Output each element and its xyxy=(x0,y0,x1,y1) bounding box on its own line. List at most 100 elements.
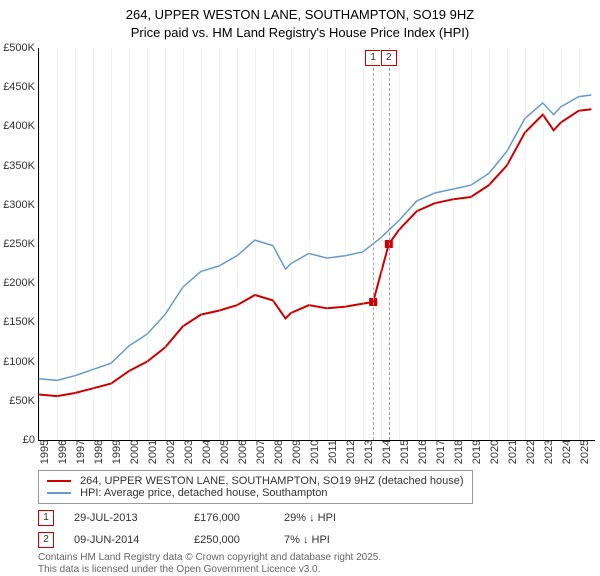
sale-marker-1: 1 xyxy=(38,510,54,526)
x-tick-label: 2018 xyxy=(453,440,465,464)
x-gridline xyxy=(543,48,544,440)
x-tick-label: 2006 xyxy=(237,440,249,464)
x-gridline xyxy=(579,48,580,440)
x-gridline xyxy=(255,48,256,440)
title-line-2: Price paid vs. HM Land Registry's House … xyxy=(131,25,469,40)
x-tick-label: 2023 xyxy=(543,440,555,464)
x-gridline xyxy=(435,48,436,440)
plot-svg xyxy=(39,48,595,440)
sale-vline xyxy=(373,48,374,440)
attribution-line-1: Contains HM Land Registry data © Crown c… xyxy=(38,552,381,563)
series-line xyxy=(39,95,591,380)
title-line-1: 264, UPPER WESTON LANE, SOUTHAMPTON, SO1… xyxy=(126,7,474,22)
y-tick-label: £100K xyxy=(1,356,35,368)
x-gridline xyxy=(165,48,166,440)
x-gridline xyxy=(561,48,562,440)
x-tick-label: 1995 xyxy=(39,440,51,464)
plot-area: £0£50K£100K£150K£200K£250K£300K£350K£400… xyxy=(38,48,595,441)
x-gridline xyxy=(399,48,400,440)
x-tick-label: 2021 xyxy=(507,440,519,464)
x-tick-label: 2005 xyxy=(219,440,231,464)
sale-price-2: £250,000 xyxy=(194,534,264,546)
x-tick-label: 2009 xyxy=(291,440,303,464)
x-gridline xyxy=(489,48,490,440)
x-gridline xyxy=(183,48,184,440)
x-gridline xyxy=(273,48,274,440)
y-tick-label: £500K xyxy=(1,42,35,54)
sale-marker-box: 2 xyxy=(381,50,397,66)
y-tick-label: £50K xyxy=(1,395,35,407)
x-gridline xyxy=(57,48,58,440)
x-tick-label: 2019 xyxy=(471,440,483,464)
chart-title: 264, UPPER WESTON LANE, SOUTHAMPTON, SO1… xyxy=(0,0,600,42)
legend-swatch-2 xyxy=(47,492,71,494)
x-tick-label: 2025 xyxy=(579,440,591,464)
sale-date-1: 29-JUL-2013 xyxy=(74,512,174,524)
x-gridline xyxy=(111,48,112,440)
x-tick-label: 2001 xyxy=(147,440,159,464)
x-gridline xyxy=(291,48,292,440)
x-tick-label: 2012 xyxy=(345,440,357,464)
legend-box: 264, UPPER WESTON LANE, SOUTHAMPTON, SO1… xyxy=(38,470,473,504)
x-gridline xyxy=(345,48,346,440)
x-gridline xyxy=(237,48,238,440)
x-tick-label: 1997 xyxy=(75,440,87,464)
x-gridline xyxy=(417,48,418,440)
x-tick-label: 2003 xyxy=(183,440,195,464)
x-tick-label: 1999 xyxy=(111,440,123,464)
x-gridline xyxy=(381,48,382,440)
legend-item-1: 264, UPPER WESTON LANE, SOUTHAMPTON, SO1… xyxy=(47,475,464,487)
y-tick-label: £350K xyxy=(1,160,35,172)
x-gridline xyxy=(309,48,310,440)
x-gridline xyxy=(219,48,220,440)
x-tick-label: 2024 xyxy=(561,440,573,464)
x-tick-label: 2007 xyxy=(255,440,267,464)
legend-item-2: HPI: Average price, detached house, Sout… xyxy=(47,487,464,499)
legend-label-2: HPI: Average price, detached house, Sout… xyxy=(80,487,327,499)
x-gridline xyxy=(327,48,328,440)
x-gridline xyxy=(453,48,454,440)
sale-pct-1: 29% ↓ HPI xyxy=(284,512,394,524)
attribution-line-2: This data is licensed under the Open Gov… xyxy=(38,564,320,575)
x-tick-label: 2020 xyxy=(489,440,501,464)
legend: 264, UPPER WESTON LANE, SOUTHAMPTON, SO1… xyxy=(38,470,594,576)
x-gridline xyxy=(39,48,40,440)
x-gridline xyxy=(75,48,76,440)
sale-row-1: 1 29-JUL-2013 £176,000 29% ↓ HPI xyxy=(38,510,594,526)
chart-container: 264, UPPER WESTON LANE, SOUTHAMPTON, SO1… xyxy=(0,0,600,560)
x-tick-label: 2016 xyxy=(417,440,429,464)
x-tick-label: 2002 xyxy=(165,440,177,464)
sale-price-1: £176,000 xyxy=(194,512,264,524)
x-tick-label: 1996 xyxy=(57,440,69,464)
x-tick-label: 2004 xyxy=(201,440,213,464)
x-gridline xyxy=(507,48,508,440)
attribution: Contains HM Land Registry data © Crown c… xyxy=(38,552,594,576)
x-gridline xyxy=(525,48,526,440)
sale-row-2: 2 09-JUN-2014 £250,000 7% ↓ HPI xyxy=(38,532,594,548)
x-tick-label: 2000 xyxy=(129,440,141,464)
x-gridline xyxy=(93,48,94,440)
legend-label-1: 264, UPPER WESTON LANE, SOUTHAMPTON, SO1… xyxy=(80,475,464,487)
legend-swatch-1 xyxy=(47,480,71,482)
x-gridline xyxy=(147,48,148,440)
y-tick-label: £200K xyxy=(1,277,35,289)
y-tick-label: £400K xyxy=(1,120,35,132)
y-tick-label: £450K xyxy=(1,81,35,93)
x-tick-label: 2015 xyxy=(399,440,411,464)
x-tick-label: 2014 xyxy=(381,440,393,464)
sale-pct-2: 7% ↓ HPI xyxy=(284,534,394,546)
y-tick-label: £150K xyxy=(1,316,35,328)
x-tick-label: 2011 xyxy=(327,440,339,464)
sale-marker-2: 2 xyxy=(38,532,54,548)
y-tick-label: £300K xyxy=(1,199,35,211)
sale-date-2: 09-JUN-2014 xyxy=(74,534,174,546)
x-gridline xyxy=(201,48,202,440)
y-tick-label: £0 xyxy=(1,434,35,446)
sale-vline xyxy=(389,48,390,440)
sale-marker-box: 1 xyxy=(365,50,381,66)
x-tick-label: 1998 xyxy=(93,440,105,464)
x-gridline xyxy=(129,48,130,440)
y-tick-label: £250K xyxy=(1,238,35,250)
x-gridline xyxy=(363,48,364,440)
x-gridline xyxy=(471,48,472,440)
